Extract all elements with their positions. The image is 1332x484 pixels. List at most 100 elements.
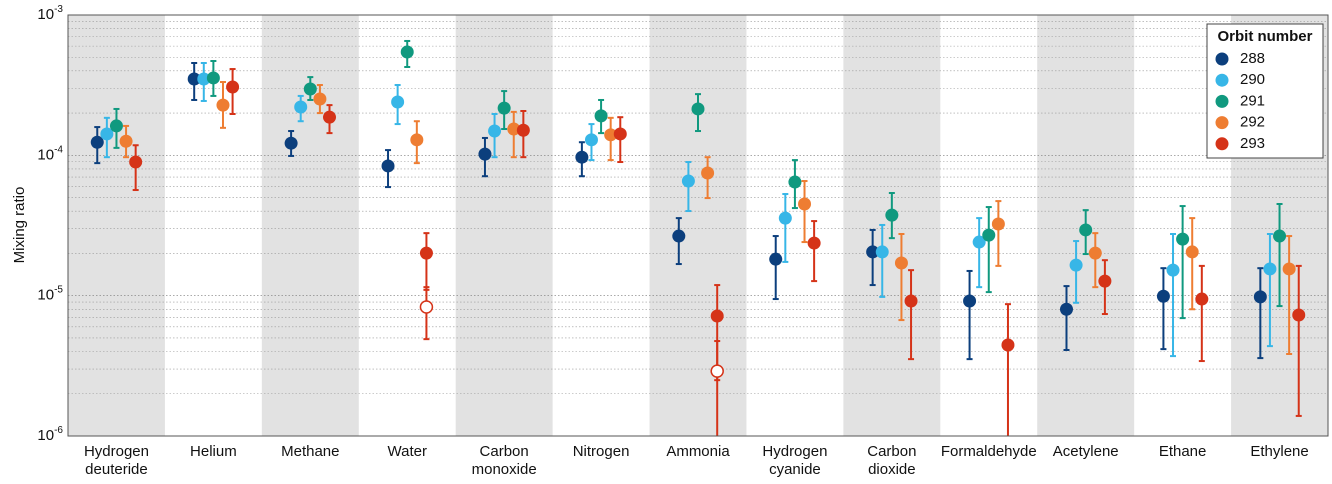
data-point [613,127,627,141]
y-tick-label: 10-5 [37,284,63,303]
data-point [109,119,123,133]
data-point [710,309,724,323]
x-tick-label: Water [388,443,427,460]
data-point [866,245,880,259]
x-tick-label: Hydrogen deuteride [84,443,149,478]
data-point [778,211,792,225]
tick-base: 10 [37,6,54,23]
legend: Orbit number 288 290 291 292 293 [1206,23,1324,159]
data-point [119,134,133,148]
x-tick-label: Acetylene [1053,443,1119,460]
grid [68,14,1328,437]
data-point [391,95,405,109]
data-point [1195,292,1209,306]
data-point [604,128,618,142]
data-point [1088,246,1102,260]
x-tick-label: Ethylene [1250,443,1308,460]
legend-marker [1215,94,1229,108]
x-tick-label: Ammonia [666,443,730,460]
data-point [1156,289,1170,303]
data-point [798,197,812,211]
data-point [1292,308,1306,322]
data-point [100,127,114,141]
y-tick-label: 10-4 [37,144,63,163]
data-point [488,124,502,138]
marks [90,39,1306,436]
x-tick-label: Helium [190,443,237,460]
tick-base: 10 [37,427,54,444]
legend-marker [1215,73,1229,87]
data-point [701,166,715,180]
data-point [1069,258,1083,272]
data-point [497,101,511,115]
legend-box [1206,23,1324,159]
y-axis-label: Mixing ratio [11,187,28,264]
data-point [769,252,783,266]
tick-exponent: -4 [54,144,63,155]
category-band [455,15,553,436]
data-point [1059,302,1073,316]
data-point [1079,223,1093,237]
data-point [963,294,977,308]
data-point [90,135,104,149]
open-data-point [710,364,724,378]
data-point [1098,274,1112,288]
data-point [575,150,589,164]
data-point [982,228,996,242]
data-point [323,110,337,124]
data-point [1176,232,1190,246]
data-point [594,109,608,123]
y-tick-label: 10-3 [37,4,63,23]
legend-label: 288 [1240,50,1265,67]
tick-base: 10 [37,287,54,304]
data-point [681,174,695,188]
data-point [788,175,802,189]
data-point [1282,262,1296,276]
data-point [584,133,598,147]
legend-marker [1215,116,1229,130]
data-point [1273,229,1287,243]
data-point [400,45,414,59]
data-point [206,71,220,85]
data-point [303,82,317,96]
x-tick-label: Hydrogen cyanide [762,443,827,478]
data-point [885,208,899,222]
legend-label: 291 [1240,92,1265,109]
data-point [1185,245,1199,259]
data-point [807,236,821,250]
y-tick-label: 10-6 [37,425,63,444]
data-point [294,100,308,114]
data-point [1001,338,1015,352]
data-point [410,133,424,147]
data-point [226,80,240,94]
legend-marker [1215,52,1229,66]
data-point [381,159,395,173]
legend-label: 290 [1240,71,1265,88]
data-point [991,217,1005,231]
data-point [691,102,705,116]
data-point [972,235,986,249]
data-point [284,136,298,150]
plot-frame [67,14,1329,437]
legend-marker [1215,137,1229,151]
data-point [419,246,433,260]
legend-label: 292 [1240,114,1265,131]
data-point [516,123,530,137]
data-point [1166,263,1180,277]
data-point [1263,262,1277,276]
tick-exponent: -5 [54,284,63,295]
x-tick-label: Methane [281,443,339,460]
x-tick-label: Carbon dioxide [867,443,916,478]
x-tick-label: Ethane [1159,443,1207,460]
data-point [129,155,143,169]
data-point [875,245,889,259]
x-tick-label: Carbon monoxide [472,443,537,478]
legend-title: Orbit number [1217,28,1312,45]
x-tick-label: Nitrogen [573,443,630,460]
data-point [313,92,327,106]
x-tick-label: Formaldehyde [941,443,1037,460]
data-point [672,229,686,243]
open-data-point [419,300,434,314]
tick-exponent: -3 [54,4,63,15]
